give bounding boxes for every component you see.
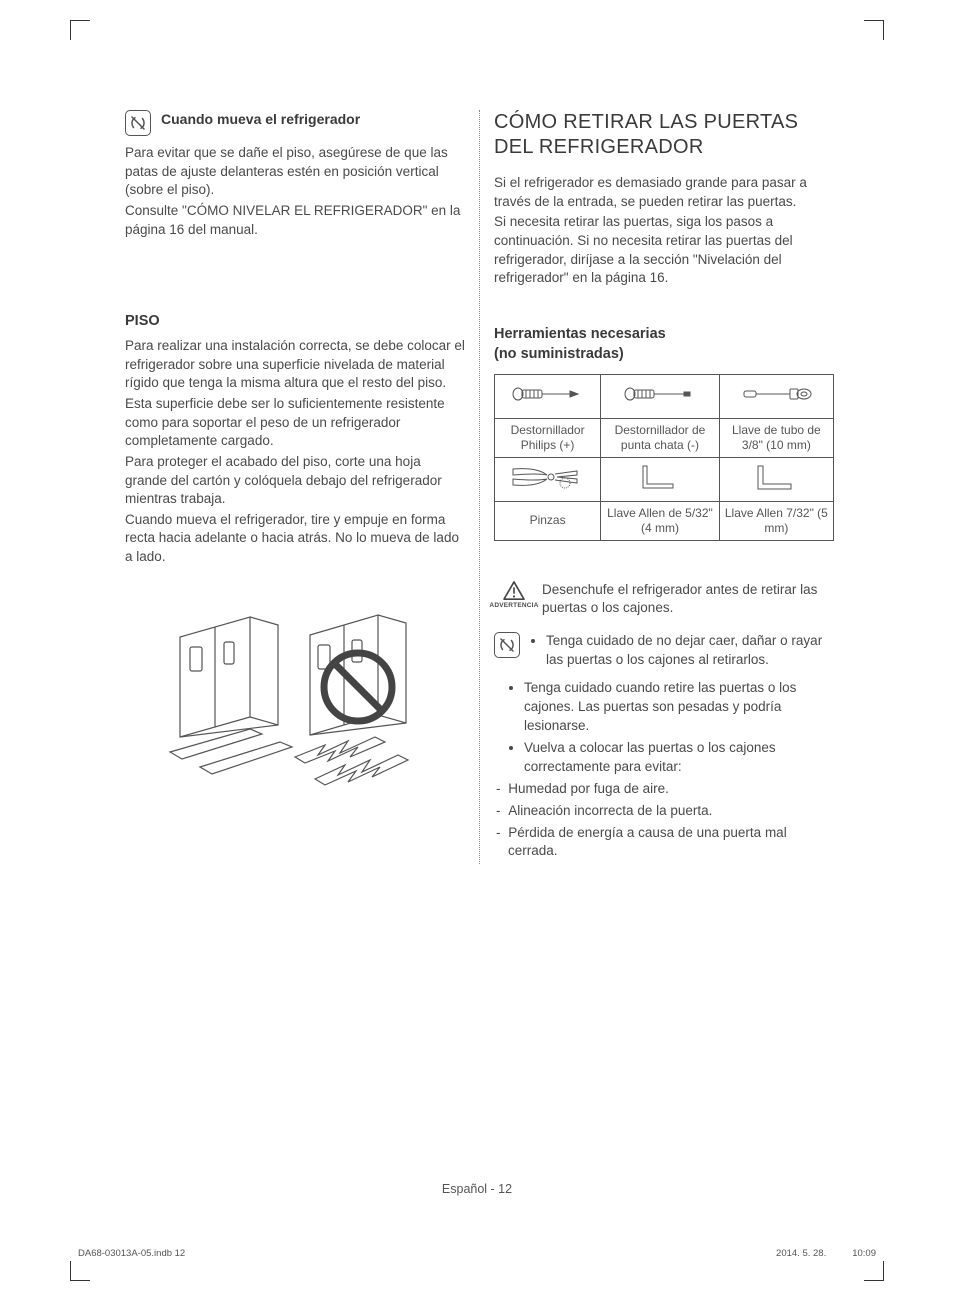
piso-p2: Esta superficie debe ser lo suficienteme… <box>125 395 465 451</box>
caution-first-bullet: Tenga cuidado de no dejar caer, dañar o … <box>530 632 834 673</box>
tools-heading-l2: (no suministradas) <box>494 344 834 364</box>
tool-lbl-allen-4: Llave Allen de 5/32" (4 mm) <box>601 501 720 540</box>
tool-img-phillips <box>495 374 601 418</box>
crop-mark-bl <box>70 1261 90 1281</box>
piso-p1: Para realizar una instalación correcta, … <box>125 337 465 393</box>
caution-dashes: Humedad por fuga de aire. Alineación inc… <box>494 780 834 861</box>
tool-img-socket <box>719 374 833 418</box>
moving-paragraphs: Para evitar que se dañe el piso, asegúre… <box>125 144 465 239</box>
note-icon-2 <box>494 632 520 658</box>
tool-img-flathead <box>601 374 720 418</box>
moving-note-row: Cuando mueva el refrigerador <box>125 110 465 136</box>
tool-img-allen-4 <box>601 457 720 501</box>
tool-lbl-allen-5: Llave Allen 7/32" (5 mm) <box>719 501 833 540</box>
footer-meta: DA68-03013A-05.indb 12 2014. 5. 28. 10:0… <box>78 1248 876 1259</box>
caution-note-row: Tenga cuidado de no dejar caer, dañar o … <box>494 632 834 673</box>
tool-lbl-phillips: Destornillador Philips (+) <box>495 418 601 457</box>
note-icon <box>125 110 151 136</box>
crop-mark-tl <box>70 20 90 40</box>
footer-page-number: Español - 12 <box>0 1182 954 1196</box>
caution-bullets: Tenga cuidado cuando retire las puertas … <box>494 679 834 776</box>
right-column: CÓMO RETIRAR LAS PUERTAS DEL REFRIGERADO… <box>484 110 834 864</box>
tool-lbl-flathead: Destornillador de punta chata (-) <box>601 418 720 457</box>
footer-time: 10:09 <box>852 1248 876 1259</box>
bullet-2: Tenga cuidado cuando retire las puertas … <box>524 679 834 735</box>
tools-table: Destornillador Philips (+) Destornillado… <box>494 374 834 541</box>
warning-label: ADVERTENCIA <box>489 602 538 611</box>
piso-p3: Para proteger el acabado del piso, corte… <box>125 453 465 509</box>
bullet-1: Tenga cuidado de no dejar caer, dañar o … <box>546 632 834 669</box>
footer-date: 2014. 5. 28. <box>776 1248 826 1259</box>
dash-1: Humedad por fuga de aire. <box>508 780 834 799</box>
tools-heading-l1: Herramientas necesarias <box>494 324 834 344</box>
tool-img-allen-5 <box>719 457 833 501</box>
crop-mark-tr <box>864 20 884 40</box>
warning-text: Desenchufe el refrigerador antes de reti… <box>542 581 834 618</box>
tool-lbl-socket: Llave de tubo de 3/8" (10 mm) <box>719 418 833 457</box>
column-divider <box>479 110 480 864</box>
intro-p1: Si el refrigerador es demasiado grande p… <box>494 174 834 211</box>
crop-mark-br <box>864 1261 884 1281</box>
main-heading: CÓMO RETIRAR LAS PUERTAS DEL REFRIGERADO… <box>494 110 834 160</box>
tool-img-pliers <box>495 457 601 501</box>
fridge-illustration <box>125 607 465 827</box>
dash-2: Alineación incorrecta de la puerta. <box>508 802 834 821</box>
moving-p2: Consulte "CÓMO NIVELAR EL REFRIGERADOR" … <box>125 202 465 239</box>
warning-icon: ADVERTENCIA <box>494 581 534 611</box>
moving-p1: Para evitar que se dañe el piso, asegúre… <box>125 144 465 200</box>
piso-heading: PISO <box>125 311 465 331</box>
left-column: Cuando mueva el refrigerador Para evitar… <box>125 110 475 864</box>
tool-lbl-pliers: Pinzas <box>495 501 601 540</box>
page-content: Cuando mueva el refrigerador Para evitar… <box>125 110 845 864</box>
bullet-3: Vuelva a colocar las puertas o los cajon… <box>524 739 834 776</box>
moving-heading: Cuando mueva el refrigerador <box>161 110 360 129</box>
footer-file: DA68-03013A-05.indb 12 <box>78 1248 185 1259</box>
piso-p4: Cuando mueva el refrigerador, tire y emp… <box>125 511 465 567</box>
dash-3: Pérdida de energía a causa de una puerta… <box>508 824 834 861</box>
warning-row: ADVERTENCIA Desenchufe el refrigerador a… <box>494 581 834 618</box>
intro-p2: Si necesita retirar las puertas, siga lo… <box>494 213 834 288</box>
